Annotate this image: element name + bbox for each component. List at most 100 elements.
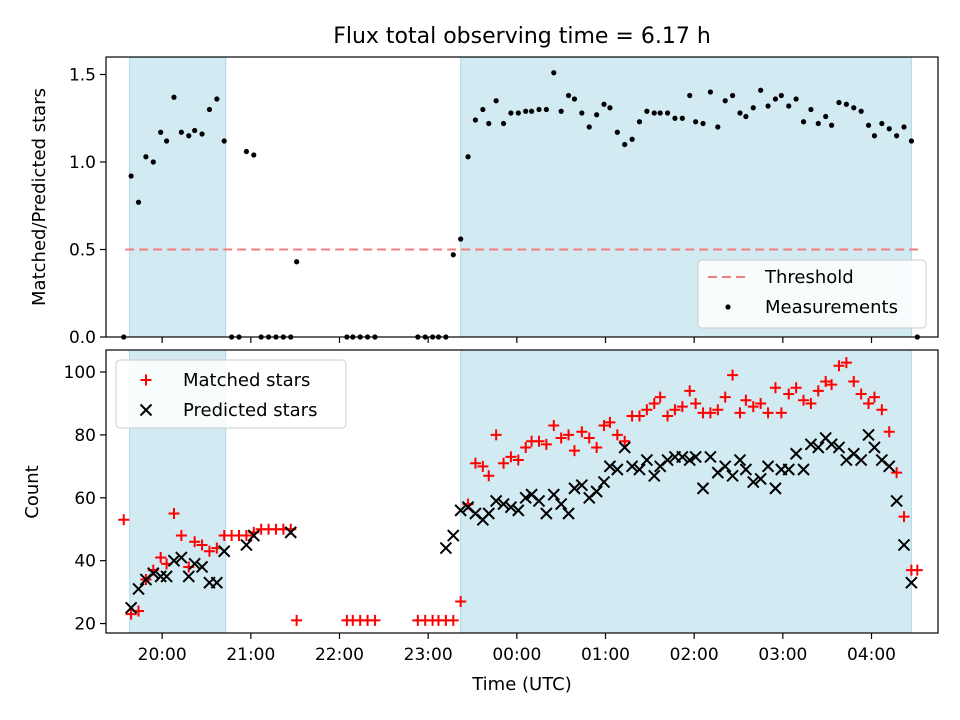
data-point	[447, 614, 459, 626]
data-point	[848, 375, 860, 387]
data-point	[761, 460, 775, 473]
data-point	[508, 110, 514, 116]
data-point	[523, 108, 529, 114]
data-point	[196, 539, 208, 551]
data-point	[798, 394, 810, 406]
data-point	[727, 369, 739, 381]
data-point	[739, 463, 753, 476]
data-point	[512, 504, 525, 517]
data-point	[586, 124, 592, 130]
data-point	[483, 470, 495, 482]
data-point	[618, 441, 631, 454]
legend-box	[115, 359, 347, 429]
data-point	[793, 96, 799, 102]
data-point	[210, 576, 224, 589]
data-point	[858, 108, 864, 114]
bottom-x-tick-label: 23:00	[404, 645, 453, 665]
legend-threshold-label: Threshold	[764, 267, 854, 288]
bottom-x-tick-label: 21:00	[226, 645, 275, 665]
data-point	[633, 463, 646, 476]
data-point	[707, 89, 714, 95]
data-point	[575, 479, 589, 492]
data-point	[486, 120, 492, 127]
data-point	[591, 441, 603, 453]
data-point	[905, 576, 918, 589]
data-point	[812, 385, 824, 397]
data-point	[786, 103, 792, 109]
data-point	[554, 497, 568, 511]
data-point	[240, 538, 253, 552]
legend-measurements-swatch	[725, 304, 731, 310]
data-point	[778, 92, 784, 99]
legend-box	[697, 259, 927, 329]
data-point	[750, 105, 756, 111]
data-point	[684, 385, 696, 397]
data-point	[700, 120, 706, 127]
data-point	[218, 545, 231, 558]
data-point	[696, 482, 710, 495]
data-point	[812, 441, 825, 454]
top-y-tick-label: 0.0	[69, 328, 96, 348]
top-shaded-window	[129, 56, 227, 338]
data-point	[182, 570, 195, 583]
data-point	[832, 441, 846, 454]
data-point	[783, 388, 795, 400]
data-point	[189, 536, 201, 548]
chart-title: Flux total observing time = 6.17 h	[333, 24, 711, 49]
data-point	[294, 259, 300, 265]
data-point	[693, 119, 699, 125]
top-y-tick-label: 1.0	[69, 153, 96, 173]
data-point	[726, 469, 739, 482]
legend-matched-label: Matched stars	[183, 370, 310, 391]
bottom-x-tick-label: 20:00	[138, 645, 187, 665]
data-point	[715, 124, 721, 130]
data-point	[719, 391, 731, 403]
data-point	[147, 567, 160, 580]
data-point	[515, 110, 521, 116]
bottom-y-tick-label: 40	[74, 552, 96, 572]
bottom-y-tick-label: 100	[64, 363, 96, 383]
data-point	[498, 457, 510, 469]
top-axes-frame	[105, 56, 939, 338]
data-point	[155, 552, 167, 564]
data-point	[611, 463, 624, 476]
data-point	[247, 529, 260, 542]
data-point	[825, 438, 838, 451]
data-point	[747, 401, 759, 413]
data-point	[490, 429, 502, 441]
data-point	[662, 410, 674, 422]
data-point	[450, 252, 456, 258]
data-point	[669, 404, 681, 416]
data-point	[594, 112, 600, 118]
data-point	[619, 435, 631, 447]
data-point	[135, 199, 142, 205]
data-point	[815, 120, 821, 127]
bottom-legend: Matched stars Predicted stars	[115, 359, 347, 429]
data-point	[186, 133, 192, 139]
data-point	[171, 94, 177, 100]
data-point	[704, 450, 717, 464]
data-point	[648, 469, 661, 482]
data-point	[772, 96, 779, 102]
data-point	[854, 453, 868, 467]
top-series-measurements	[121, 70, 920, 340]
bottom-panel: 20 40 60 80 100 20:00 21:00 22:00 23:00 00:00 01:0…	[64, 349, 939, 665]
data-point	[163, 138, 170, 144]
data-point	[690, 397, 702, 409]
data-point	[543, 106, 549, 113]
data-point	[654, 391, 666, 403]
data-point	[519, 491, 532, 504]
data-point	[472, 117, 479, 123]
data-point	[633, 410, 645, 422]
data-point	[644, 108, 650, 114]
data-point	[876, 404, 888, 416]
data-point	[800, 119, 807, 125]
bottom-y-tick-label: 80	[74, 426, 96, 446]
bottom-y-tick-label: 60	[74, 489, 96, 509]
data-point	[369, 614, 381, 626]
data-point	[465, 154, 471, 160]
data-point	[583, 432, 595, 444]
data-point	[851, 105, 857, 111]
data-point	[782, 463, 795, 476]
data-point	[533, 435, 545, 447]
